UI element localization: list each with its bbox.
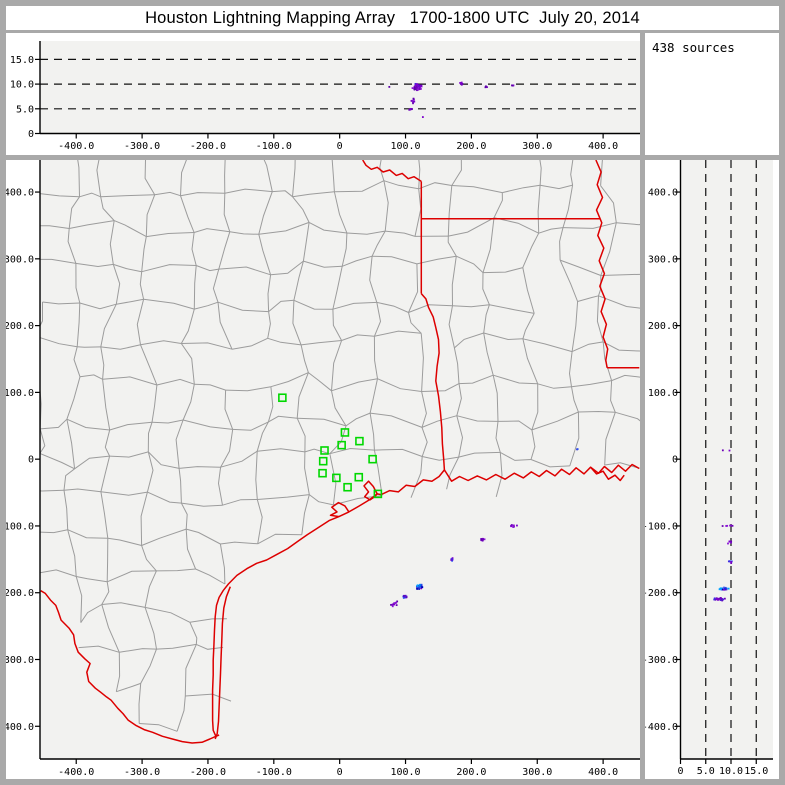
panel-plan-view: 400.0 300.0 200.0 100.0 0 -100.0 -200.0 -300.0 -… [6, 160, 640, 779]
lma-station [318, 456, 328, 466]
svg-text:10.0: 10.0 [10, 80, 34, 91]
svg-text:-200.0: -200.0 [645, 588, 678, 599]
lightning-sources-ew [388, 81, 515, 118]
svg-text:-200.0: -200.0 [190, 767, 226, 778]
svg-text:0: 0 [672, 455, 678, 466]
county-boundaries [40, 160, 640, 732]
lightning-sources-ns [713, 449, 734, 602]
lma-station [337, 440, 346, 450]
lma-station [340, 428, 350, 437]
svg-text:15.0: 15.0 [744, 766, 768, 777]
svg-text:-200.0: -200.0 [190, 141, 226, 152]
panel-sources: 438 sources [645, 33, 779, 155]
lma-station [343, 482, 352, 492]
svg-text:-100.0: -100.0 [6, 521, 34, 532]
svg-text:-400.0: -400.0 [58, 141, 94, 152]
svg-text:0: 0 [28, 129, 34, 140]
lma-station [368, 454, 377, 464]
svg-text:-400.0: -400.0 [645, 722, 678, 733]
svg-text:15.0: 15.0 [10, 55, 34, 66]
ew-altitude-plot[interactable]: 0 5.0 10.0 15.0 -400.0 -300.0 -200.0 -100.0 0 100… [6, 33, 640, 155]
svg-text:5.0: 5.0 [16, 104, 34, 115]
svg-text:300.0: 300.0 [522, 767, 552, 778]
map-plot-area [40, 160, 640, 744]
ew-plot-area [40, 58, 640, 118]
lma-station [320, 446, 329, 455]
svg-text:5.0: 5.0 [697, 766, 715, 777]
svg-text:400.0: 400.0 [588, 767, 618, 778]
lma-station-markers [278, 393, 383, 499]
page-title: Houston Lightning Mapping Array 1700-180… [145, 8, 640, 27]
svg-text:200.0: 200.0 [648, 321, 678, 332]
svg-text:0: 0 [337, 767, 343, 778]
svg-text:200.0: 200.0 [456, 141, 486, 152]
svg-text:-100.0: -100.0 [256, 141, 292, 152]
svg-text:200.0: 200.0 [6, 321, 34, 332]
svg-text:-300.0: -300.0 [6, 655, 34, 666]
svg-text:100.0: 100.0 [6, 388, 34, 399]
lma-station [332, 473, 341, 483]
svg-text:0: 0 [28, 455, 34, 466]
svg-text:-300.0: -300.0 [645, 655, 678, 666]
svg-text:100.0: 100.0 [390, 767, 420, 778]
svg-text:-100.0: -100.0 [645, 521, 678, 532]
panel-ew-altitude: 0 5.0 10.0 15.0 -400.0 -300.0 -200.0 -100.0 0 100… [6, 33, 640, 155]
svg-text:-400.0: -400.0 [6, 722, 34, 733]
svg-text:0: 0 [337, 141, 343, 152]
svg-text:300.0: 300.0 [6, 254, 34, 265]
svg-text:-400.0: -400.0 [58, 767, 94, 778]
panel-ns-altitude: 400.0 300.0 200.0 100.0 0 -100.0 -200.0 -300.0 -… [645, 160, 779, 779]
ns-plot-area [705, 160, 757, 759]
lma-station [354, 472, 364, 482]
svg-text:400.0: 400.0 [6, 188, 34, 199]
svg-text:400.0: 400.0 [588, 141, 618, 152]
svg-text:0: 0 [677, 766, 683, 777]
lma-station [355, 436, 364, 446]
svg-text:400.0: 400.0 [648, 188, 678, 199]
plan-view-map[interactable]: 400.0 300.0 200.0 100.0 0 -100.0 -200.0 -300.0 -… [6, 160, 640, 779]
svg-text:300.0: 300.0 [648, 254, 678, 265]
svg-text:10.0: 10.0 [719, 766, 743, 777]
lma-station [278, 393, 287, 403]
lma-station [318, 468, 327, 478]
sources-count-label: 438 sources [652, 40, 735, 55]
svg-text:-200.0: -200.0 [6, 588, 34, 599]
svg-text:-300.0: -300.0 [124, 141, 160, 152]
svg-text:-100.0: -100.0 [256, 767, 292, 778]
lightning-sources-map [390, 448, 579, 608]
state-borders [40, 160, 640, 744]
lma-station [373, 489, 383, 499]
svg-text:100.0: 100.0 [390, 141, 420, 152]
svg-text:300.0: 300.0 [522, 141, 552, 152]
svg-text:-300.0: -300.0 [124, 767, 160, 778]
title-bar: Houston Lightning Mapping Array 1700-180… [6, 6, 779, 30]
ns-altitude-plot[interactable]: 400.0 300.0 200.0 100.0 0 -100.0 -200.0 -300.0 -… [645, 160, 779, 779]
svg-text:100.0: 100.0 [648, 388, 678, 399]
svg-text:200.0: 200.0 [456, 767, 486, 778]
